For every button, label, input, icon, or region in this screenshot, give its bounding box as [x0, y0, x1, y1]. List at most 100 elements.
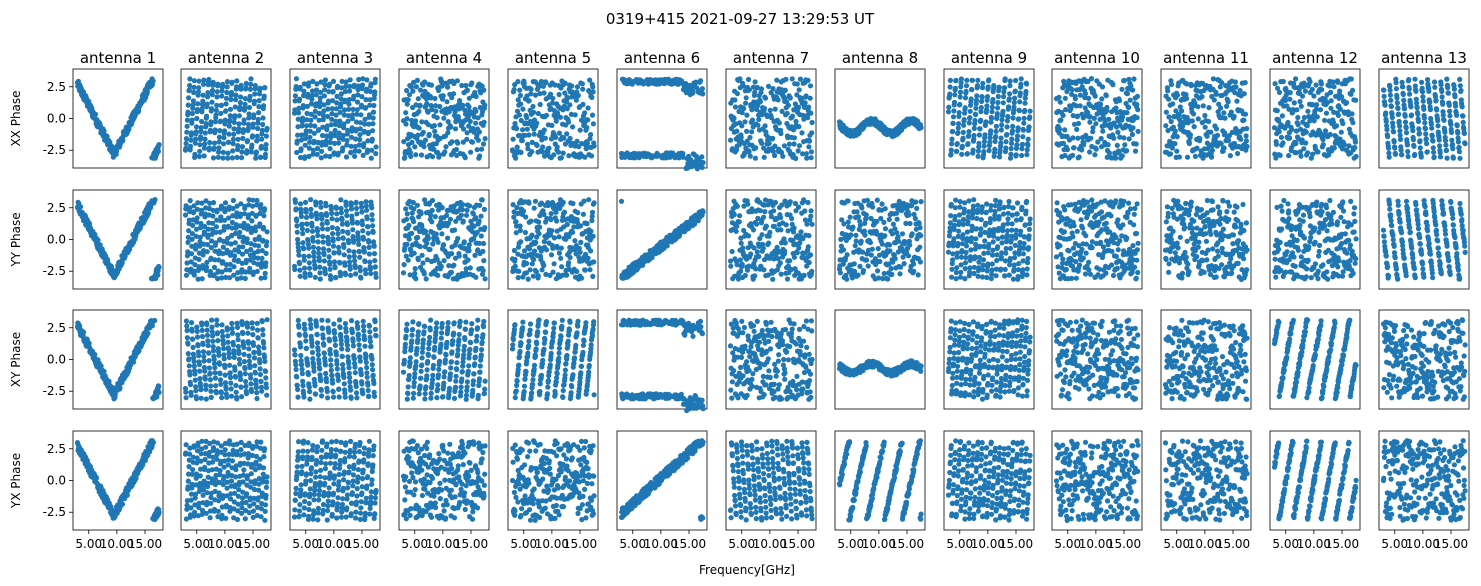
data-point — [370, 109, 377, 115]
data-point — [322, 77, 328, 83]
data-point — [588, 248, 594, 254]
data-point — [1082, 91, 1089, 97]
data-point — [346, 254, 352, 260]
data-point — [319, 221, 325, 227]
data-point — [1416, 130, 1422, 136]
data-point — [361, 249, 367, 255]
data-point — [347, 88, 353, 94]
data-point — [1241, 91, 1247, 97]
data-point — [256, 243, 262, 249]
data-point — [520, 127, 526, 133]
data-point — [468, 149, 474, 155]
data-point — [994, 111, 1000, 117]
data-point — [428, 82, 435, 88]
data-point — [577, 249, 583, 255]
data-point — [211, 140, 218, 146]
data-point — [297, 201, 304, 207]
data-point — [331, 259, 338, 265]
data-point — [1403, 125, 1409, 131]
data-point — [326, 254, 332, 260]
data-point — [1003, 145, 1009, 151]
data-point — [1402, 113, 1408, 119]
data-point — [310, 147, 316, 153]
data-point — [1222, 115, 1228, 121]
data-point — [1126, 104, 1132, 110]
data-point — [1280, 78, 1286, 85]
data-point — [791, 135, 797, 141]
data-point — [761, 154, 767, 160]
data-point — [248, 76, 254, 82]
data-point — [1130, 125, 1136, 131]
data-point — [204, 249, 210, 255]
data-point — [352, 265, 358, 271]
data-point — [401, 262, 407, 268]
data-point — [312, 274, 318, 280]
data-point — [325, 113, 331, 120]
data-point — [406, 222, 412, 228]
data-point — [214, 94, 220, 100]
data-point — [1303, 140, 1309, 146]
data-point — [588, 228, 594, 234]
data-point — [1460, 119, 1466, 125]
data-point — [1388, 97, 1394, 103]
data-point — [194, 115, 200, 122]
data-point — [1320, 142, 1326, 148]
data-point — [1010, 123, 1016, 129]
data-point — [575, 210, 581, 216]
data-point — [1114, 142, 1120, 148]
data-point — [526, 98, 532, 104]
data-point — [1310, 151, 1316, 157]
data-point — [331, 150, 337, 156]
data-point — [1002, 76, 1008, 82]
data-point — [357, 137, 363, 143]
data-point — [974, 93, 980, 99]
data-point — [482, 225, 488, 231]
data-point — [570, 229, 576, 235]
data-point — [584, 221, 590, 227]
data-point — [359, 102, 365, 108]
data-point — [1021, 120, 1027, 126]
data-point — [302, 199, 309, 205]
data-point — [517, 223, 523, 229]
data-point — [248, 81, 254, 87]
data-point — [354, 211, 360, 217]
data-point — [454, 78, 460, 84]
data-point — [1174, 148, 1180, 154]
data-point — [296, 252, 302, 258]
data-point — [183, 145, 189, 151]
data-point — [513, 155, 519, 161]
data-point — [438, 263, 444, 269]
data-point — [463, 212, 470, 218]
data-point — [1400, 84, 1406, 90]
data-point — [330, 231, 336, 237]
data-point — [549, 122, 555, 128]
data-point — [355, 87, 361, 93]
data-point — [565, 95, 571, 101]
data-point — [338, 91, 344, 97]
data-point — [949, 136, 955, 142]
data-point — [967, 108, 973, 114]
data-point — [1227, 153, 1233, 159]
data-point — [208, 119, 214, 125]
data-point — [1174, 92, 1181, 98]
data-point — [301, 88, 307, 94]
data-point — [429, 154, 436, 160]
data-point — [340, 228, 346, 234]
data-point — [317, 99, 323, 105]
data-point — [295, 116, 301, 122]
data-point — [1019, 141, 1026, 147]
data-point — [757, 99, 763, 105]
data-point — [1025, 136, 1031, 142]
data-point — [183, 140, 189, 147]
data-point — [1425, 77, 1431, 83]
data-point — [402, 154, 408, 160]
data-point — [1013, 152, 1019, 158]
data-point — [425, 235, 431, 241]
data-point — [365, 138, 371, 144]
data-point — [199, 118, 205, 125]
data-point — [478, 233, 484, 239]
data-point — [1435, 118, 1441, 124]
data-point — [460, 201, 466, 208]
data-point — [589, 112, 596, 118]
data-point — [333, 275, 339, 281]
